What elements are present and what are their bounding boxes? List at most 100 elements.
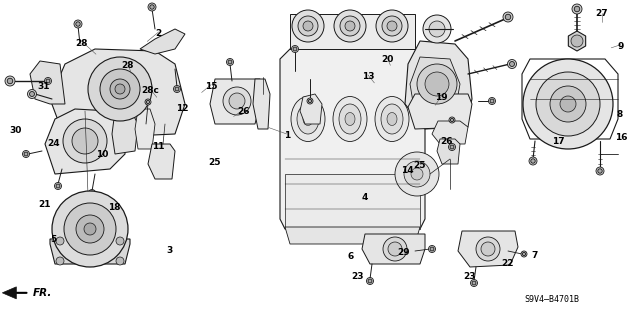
Ellipse shape xyxy=(333,97,367,142)
Circle shape xyxy=(150,5,154,9)
Circle shape xyxy=(508,60,516,69)
Circle shape xyxy=(88,57,152,121)
Circle shape xyxy=(116,257,124,265)
Circle shape xyxy=(145,99,151,105)
Circle shape xyxy=(5,76,15,86)
Polygon shape xyxy=(362,234,425,264)
Circle shape xyxy=(298,16,318,36)
Circle shape xyxy=(476,237,500,261)
Circle shape xyxy=(376,10,408,42)
Circle shape xyxy=(531,159,535,163)
Circle shape xyxy=(45,78,51,85)
Circle shape xyxy=(417,64,457,104)
Circle shape xyxy=(227,58,234,65)
Circle shape xyxy=(536,72,600,136)
Polygon shape xyxy=(135,109,155,149)
Polygon shape xyxy=(30,61,65,104)
Text: 26: 26 xyxy=(237,107,250,116)
Text: 19: 19 xyxy=(435,93,448,102)
Text: 1: 1 xyxy=(284,131,290,140)
Circle shape xyxy=(574,6,580,12)
Circle shape xyxy=(571,35,583,47)
Circle shape xyxy=(550,86,586,122)
Polygon shape xyxy=(50,239,130,264)
Circle shape xyxy=(46,79,50,83)
Circle shape xyxy=(488,98,495,105)
Polygon shape xyxy=(300,94,322,124)
Circle shape xyxy=(503,12,513,22)
Circle shape xyxy=(64,203,116,255)
Polygon shape xyxy=(253,79,270,129)
Polygon shape xyxy=(458,231,518,267)
Circle shape xyxy=(505,14,511,20)
Circle shape xyxy=(7,78,13,84)
Text: 23: 23 xyxy=(351,272,364,281)
Polygon shape xyxy=(410,57,460,114)
Circle shape xyxy=(430,247,434,251)
Circle shape xyxy=(292,10,324,42)
Circle shape xyxy=(423,15,451,43)
Circle shape xyxy=(173,85,180,93)
Circle shape xyxy=(404,161,430,187)
Circle shape xyxy=(308,99,312,103)
Text: 9: 9 xyxy=(618,42,624,51)
Circle shape xyxy=(450,145,454,149)
Circle shape xyxy=(523,59,613,149)
Circle shape xyxy=(387,21,397,31)
Circle shape xyxy=(382,16,402,36)
Text: 20: 20 xyxy=(381,55,394,63)
Circle shape xyxy=(598,169,602,173)
Circle shape xyxy=(429,246,435,253)
Circle shape xyxy=(56,184,60,188)
Text: 10: 10 xyxy=(96,150,109,159)
Text: 25: 25 xyxy=(413,161,426,170)
Polygon shape xyxy=(437,139,460,164)
Polygon shape xyxy=(432,121,468,144)
Text: 4: 4 xyxy=(362,193,368,202)
Polygon shape xyxy=(50,49,185,139)
Circle shape xyxy=(84,223,96,235)
Text: 21: 21 xyxy=(38,200,51,209)
Circle shape xyxy=(228,60,232,64)
Circle shape xyxy=(115,84,125,94)
Text: 18: 18 xyxy=(108,203,120,212)
Circle shape xyxy=(175,87,179,91)
Polygon shape xyxy=(405,41,472,129)
Circle shape xyxy=(63,119,107,163)
Circle shape xyxy=(481,242,495,256)
Circle shape xyxy=(116,237,124,245)
Text: 2: 2 xyxy=(156,29,162,38)
Circle shape xyxy=(560,96,576,112)
Circle shape xyxy=(54,182,61,189)
Circle shape xyxy=(24,152,28,156)
Ellipse shape xyxy=(375,97,409,142)
Text: 31: 31 xyxy=(37,82,50,91)
Text: 29: 29 xyxy=(397,248,410,256)
Circle shape xyxy=(470,279,477,286)
Circle shape xyxy=(56,237,64,245)
Ellipse shape xyxy=(291,97,325,142)
Polygon shape xyxy=(45,109,125,174)
Circle shape xyxy=(395,152,439,196)
Circle shape xyxy=(472,281,476,285)
Circle shape xyxy=(303,21,313,31)
Circle shape xyxy=(451,118,454,122)
Circle shape xyxy=(411,168,423,180)
Text: 6: 6 xyxy=(348,252,354,261)
Polygon shape xyxy=(210,79,260,124)
Text: 22: 22 xyxy=(501,259,514,268)
Circle shape xyxy=(147,100,150,104)
Polygon shape xyxy=(568,31,586,51)
Text: 30: 30 xyxy=(10,126,22,135)
Circle shape xyxy=(367,278,374,285)
Polygon shape xyxy=(280,49,425,229)
Text: 28: 28 xyxy=(76,39,88,48)
Circle shape xyxy=(293,47,297,51)
Circle shape xyxy=(28,90,36,99)
Polygon shape xyxy=(112,109,138,154)
Circle shape xyxy=(74,20,82,28)
Circle shape xyxy=(490,99,494,103)
Circle shape xyxy=(521,251,527,257)
Circle shape xyxy=(110,79,130,99)
Circle shape xyxy=(76,215,104,243)
